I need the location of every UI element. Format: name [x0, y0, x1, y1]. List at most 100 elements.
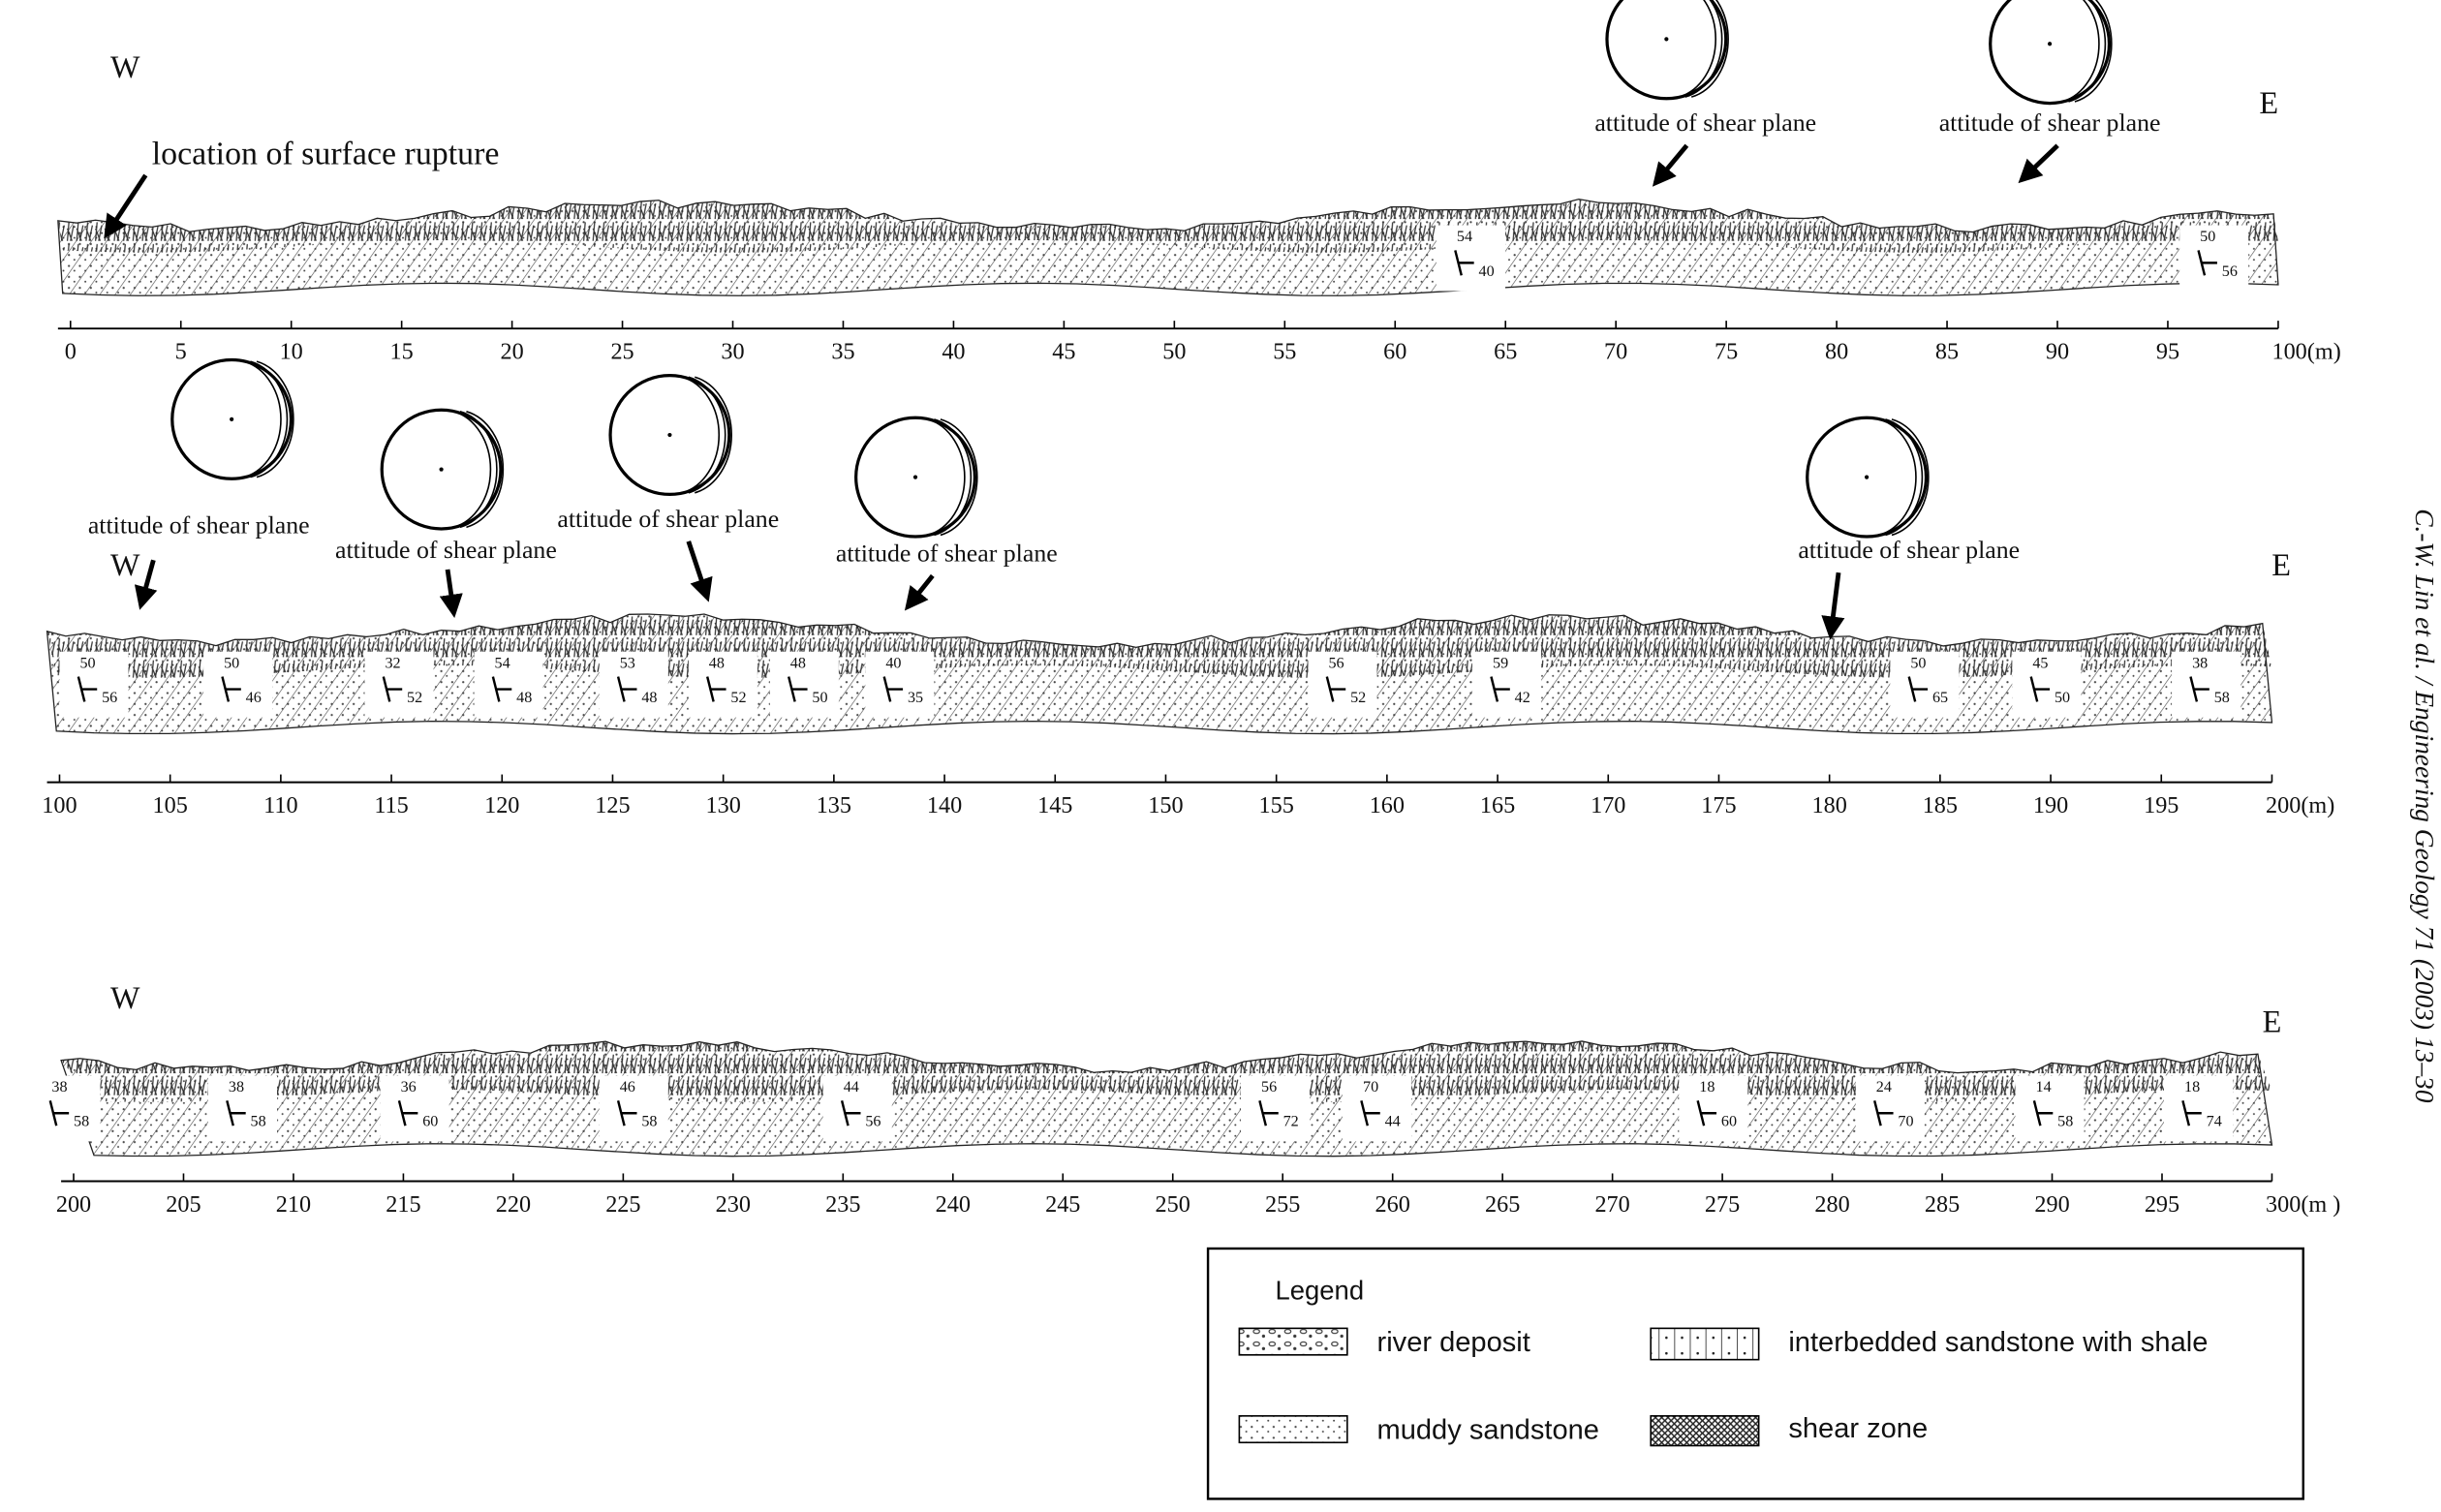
arrow — [1821, 571, 1845, 640]
strike-value: 38 — [229, 1079, 244, 1095]
scale-label: 195 — [2144, 792, 2178, 818]
profile-panel: 200 205 210 215 220 225 230 235 240 245 250 255 260 2… — [31, 980, 2340, 1218]
strike-value: 32 — [385, 655, 400, 671]
scale-label: 285 — [1925, 1191, 1960, 1218]
strike-value: 44 — [844, 1079, 859, 1095]
scale-label: 155 — [1259, 792, 1294, 818]
attitude-box — [1436, 225, 1505, 292]
dip-value: 48 — [641, 690, 657, 706]
scale-label: 255 — [1265, 1191, 1300, 1218]
scale-label: 300(m ) — [2266, 1191, 2340, 1218]
attitude-box — [769, 651, 839, 718]
arrow — [134, 559, 158, 610]
strike-value: 18 — [2184, 1079, 2200, 1095]
scale-label: 20 — [500, 339, 523, 365]
scale-label: 180 — [1812, 792, 1847, 818]
dip-value: 40 — [1479, 263, 1495, 280]
stereonet-pole — [1664, 37, 1669, 42]
stereonet-label: attitude of shear plane — [1594, 108, 1816, 137]
stereonet — [1989, 0, 2112, 106]
strike-value: 59 — [1493, 655, 1508, 671]
stereonet-arc — [940, 418, 978, 537]
dip-value: 52 — [1350, 690, 1366, 706]
scale-label: 265 — [1485, 1191, 1520, 1218]
dip-value: 58 — [2057, 1114, 2073, 1130]
east-label: E — [2271, 547, 2291, 582]
dip-value: 52 — [730, 690, 746, 706]
strike-value: 56 — [1328, 655, 1344, 671]
strike-value: 53 — [620, 655, 635, 671]
attitude-box — [380, 1075, 449, 1142]
legend-label: interbedded sandstone with shale — [1788, 1327, 2208, 1358]
stereonet-arc — [459, 411, 498, 529]
strike-value: 36 — [401, 1079, 417, 1095]
east-label: E — [2259, 85, 2278, 120]
scale-label: 75 — [1715, 339, 1738, 365]
dip-value: 50 — [812, 690, 827, 706]
strike-value: 70 — [1363, 1079, 1378, 1095]
stereonet-arc — [453, 411, 492, 529]
legend-swatch — [1650, 1415, 1760, 1447]
legend-label: shear zone — [1788, 1413, 1928, 1444]
scale-label: 165 — [1480, 792, 1515, 818]
dip-value: 46 — [246, 690, 262, 706]
attitude-box — [1240, 1075, 1311, 1142]
scale-label: 175 — [1701, 792, 1736, 818]
scale-label: 115 — [374, 792, 408, 818]
attitude-box — [599, 651, 668, 718]
dip-value: 50 — [2055, 690, 2070, 706]
attitude-box — [2179, 225, 2249, 292]
dip-value: 48 — [516, 690, 532, 706]
arrow — [104, 173, 148, 239]
legend-title: Legend — [1276, 1275, 1365, 1305]
legend: Legend river deposit interbedded sandsto… — [1206, 1247, 2304, 1500]
scale-label: 290 — [2034, 1191, 2069, 1218]
strike-value: 48 — [790, 655, 806, 671]
dip-value: 60 — [1721, 1114, 1737, 1130]
west-label: W — [110, 980, 140, 1015]
dip-value: 72 — [1283, 1114, 1299, 1130]
west-label: W — [110, 547, 140, 582]
strike-value: 56 — [1261, 1079, 1277, 1095]
scale-label: 80 — [1825, 339, 1848, 365]
stereonet-arc — [1684, 0, 1723, 98]
stereonet-pole — [230, 417, 234, 421]
stereonet-arc — [927, 418, 966, 537]
strike-value: 54 — [1457, 229, 1472, 245]
attitude-box — [31, 1075, 101, 1142]
scale-label: 120 — [484, 792, 519, 818]
scale-label: 85 — [1935, 339, 1959, 365]
scale-label: 15 — [390, 339, 414, 365]
scale-label: 215 — [386, 1191, 420, 1218]
dip-value: 58 — [2214, 690, 2230, 706]
attitude-box — [1472, 651, 1542, 718]
stereonet-arc — [2068, 0, 2107, 103]
vegetation — [57, 199, 2278, 253]
stereonet-arc — [2074, 0, 2113, 103]
attitude-box — [364, 651, 434, 718]
stereonet-arc — [1679, 0, 1716, 98]
stereonet — [1605, 0, 1728, 101]
dip-value: 52 — [407, 690, 422, 706]
attitude-box — [1679, 1075, 1748, 1142]
attitude-box — [1855, 1075, 1925, 1142]
scale-label: 145 — [1037, 792, 1072, 818]
scale-label: 200(m) — [2266, 792, 2334, 818]
scale-label: 105 — [153, 792, 188, 818]
stereonet-label: attitude of shear plane — [1798, 536, 2020, 564]
scale-label: 90 — [2046, 339, 2069, 365]
scale-label: 100 — [42, 792, 77, 818]
scale-label: 125 — [595, 792, 630, 818]
scale-label: 235 — [825, 1191, 860, 1218]
strike-value: 38 — [51, 1079, 67, 1095]
scale-label: 110 — [263, 792, 297, 818]
stereonet-pole — [1865, 475, 1869, 479]
stereonet-label: attitude of shear plane — [557, 505, 779, 533]
scale-label: 50 — [1162, 339, 1186, 365]
attitude-box — [822, 1075, 892, 1142]
strike-value: 14 — [2036, 1079, 2052, 1095]
attitude-box — [1890, 651, 1960, 718]
attitude-box — [59, 651, 129, 718]
scale-label: 45 — [1052, 339, 1075, 365]
